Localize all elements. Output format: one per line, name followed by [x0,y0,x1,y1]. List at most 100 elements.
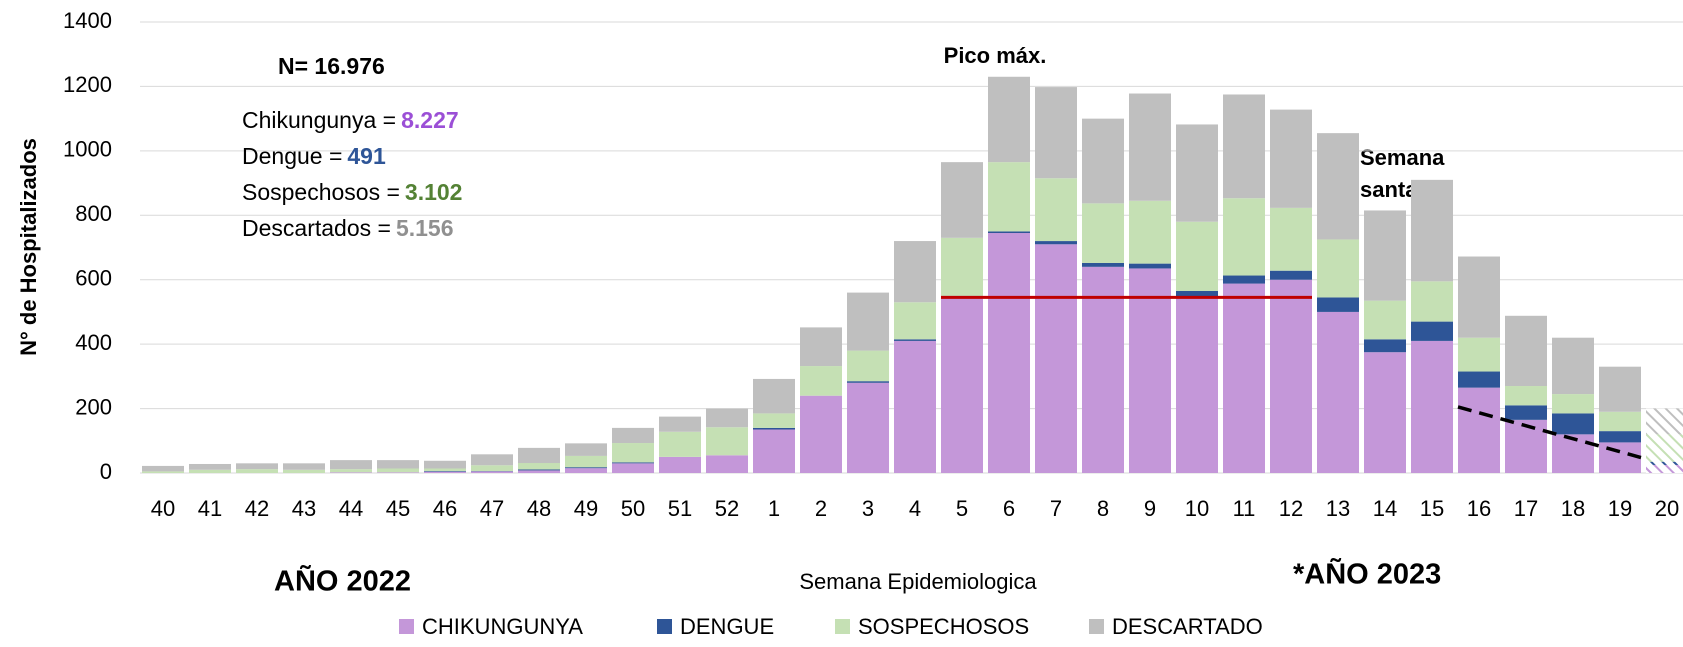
bar-segment [1082,203,1124,263]
x-tick-label: 40 [151,496,175,521]
bar-segment [1552,434,1594,473]
y-tick-label: 200 [75,394,112,419]
annotation: santa [1360,177,1418,202]
bar-segment [1317,297,1359,312]
x-tick-label: 52 [715,496,739,521]
bar-segment [1599,442,1641,473]
bar-segment [1599,431,1641,443]
bar-segment [800,395,842,473]
bar-segment [1270,109,1312,208]
bar-segment [1552,337,1594,395]
bar-segment [1364,339,1406,353]
bar-segment [1082,118,1124,204]
bar-segment [189,463,231,470]
bar-segment [847,381,889,383]
summary-value: 5.156 [396,215,454,241]
legend-label: DESCARTADO [1112,614,1263,639]
x-tick-label: 20 [1655,496,1679,521]
bar-segment [1082,262,1124,267]
x-tick-label: 5 [956,496,968,521]
bar-segment [1505,315,1547,387]
bar-segment [518,470,560,473]
bar-segment [753,378,795,414]
x-tick-label: 47 [480,496,504,521]
x-tick-label: 3 [862,496,874,521]
bar-segment [1411,321,1453,341]
bar-segment [659,416,701,432]
summary-line: Chikungunya = 8.227 [242,107,459,133]
bar-segment [1176,124,1218,222]
bar-segment [1552,413,1594,435]
x-tick-label: 15 [1420,496,1444,521]
bar-segment [1129,93,1171,201]
bar-segment [1035,178,1077,242]
bar-segment [1552,394,1594,414]
x-tick-label: 1 [768,496,780,521]
bar-segment [565,468,607,473]
x-tick-label: 13 [1326,496,1350,521]
bar-segment [612,462,654,464]
x-tick-label: 44 [339,496,363,521]
bar-segment [753,427,795,430]
bar-segment [706,408,748,428]
total-label: N= 16.976 [278,53,385,79]
bar-segment [1129,263,1171,269]
year-label: *AÑO 2023 [1293,557,1441,591]
x-tick-label: 50 [621,496,645,521]
bar-segment [424,460,466,469]
summary-label: Chikungunya = [242,107,396,133]
bar-segment [424,471,466,472]
bar-segment [612,427,654,444]
bar-segment [1458,337,1500,372]
x-tick-label: 41 [198,496,222,521]
bar-segment [1317,133,1359,240]
y-tick-label: 1000 [63,137,112,162]
bar-segment [659,456,701,473]
bar-segment [800,327,842,367]
bar-segment [142,465,184,472]
bar-segment [565,455,607,468]
bar-segment [1035,87,1077,179]
bar-segment [1129,200,1171,264]
bar-segment [1223,94,1265,199]
y-tick-label: 600 [75,266,112,291]
legend-label: CHIKUNGUNYA [422,614,583,639]
y-tick-label: 800 [75,201,112,226]
summary-value: 3.102 [405,179,463,205]
y-tick-label: 400 [75,330,112,355]
bar-segment [236,463,278,470]
bar-segment [1646,464,1683,473]
bar-segment [706,427,748,456]
bar-segment [1129,268,1171,473]
summary-label: Sospechosos = [242,179,400,205]
x-tick-label: 48 [527,496,551,521]
bar-segment [1505,386,1547,406]
bar-segment [941,237,983,296]
bar-segment [1646,461,1683,465]
bar-segment [283,469,325,473]
bar-segment [189,469,231,473]
bar-segment [236,469,278,473]
bar-segment [894,302,936,340]
year-label: AÑO 2022 [274,564,411,598]
bar-segment [377,472,419,473]
bar-segment [1505,419,1547,473]
x-tick-label: 46 [433,496,457,521]
bar-segment [1176,297,1218,473]
bar-segment [941,297,983,473]
legend-label: DENGUE [680,614,774,639]
bar-segment [706,455,748,473]
x-tick-label: 9 [1144,496,1156,521]
x-tick-label: 51 [668,496,692,521]
x-tick-label: 45 [386,496,410,521]
bar-segment [1458,256,1500,338]
x-tick-label: 10 [1185,496,1209,521]
bar-segment [1458,387,1500,473]
bar-segment [330,472,372,473]
x-tick-label: 19 [1608,496,1632,521]
x-tick-label: 16 [1467,496,1491,521]
legend-label: SOSPECHOSOS [858,614,1029,639]
bar-segment [1035,241,1077,245]
bar-segment [1411,281,1453,322]
